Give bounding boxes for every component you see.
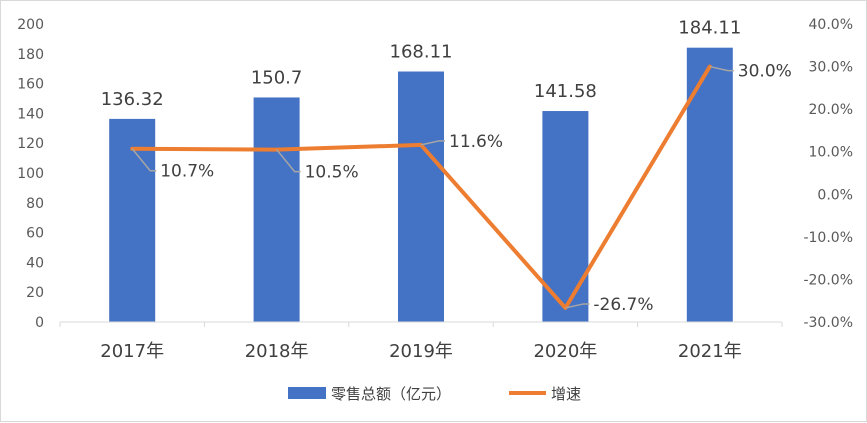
leader-line	[565, 303, 590, 309]
bar	[542, 111, 589, 322]
bar-data-label: 136.32	[101, 89, 164, 110]
growth-data-label: 11.6%	[449, 132, 503, 152]
left-tick-label: 160	[17, 77, 44, 93]
category-label: 2021年	[678, 341, 742, 362]
category-label: 2018年	[245, 341, 309, 362]
right-tick-label: -30.0%	[803, 315, 853, 331]
bar	[398, 71, 444, 322]
left-y-axis: 0 20 40 60 80 100 120 140 160 180 200	[17, 17, 44, 331]
left-tick-label: 140	[17, 106, 44, 122]
bar-data-label: 168.11	[390, 42, 453, 63]
category-label: 2020年	[533, 341, 597, 362]
left-tick-label: 20	[26, 285, 44, 301]
left-tick-label: 60	[26, 226, 44, 242]
leader-line	[420, 140, 445, 146]
right-tick-label: 30.0%	[809, 60, 853, 76]
leader-line	[131, 148, 157, 172]
left-tick-label: 40	[26, 255, 44, 271]
right-tick-label: 0.0%	[817, 187, 853, 203]
right-tick-label: -10.0%	[803, 230, 853, 246]
leader-line	[276, 149, 301, 173]
growth-data-label: 30.0%	[738, 62, 792, 82]
legend-bar-label: 零售总额（亿元）	[331, 385, 451, 403]
category-label: 2017年	[100, 341, 164, 362]
bar-data-label: 150.7	[251, 67, 303, 88]
left-tick-label: 0	[35, 315, 44, 331]
left-tick-label: 100	[17, 166, 44, 182]
bar-data-label: 141.58	[534, 81, 597, 102]
left-tick-label: 180	[17, 47, 44, 63]
x-axis: 2017年 2018年 2019年 2020年 2021年	[59, 321, 783, 362]
leader-line	[709, 65, 734, 72]
bar	[109, 118, 156, 322]
right-y-axis: -30.0% -20.0% -10.0% 0.0% 10.0% 20.0% 30.0% 40.…	[803, 17, 853, 331]
bar	[686, 47, 733, 323]
bar-series: 136.32 150.7 168.11 141.58 184.11	[101, 18, 741, 323]
growth-data-label: 10.7%	[160, 162, 214, 182]
left-tick-label: 80	[26, 196, 44, 212]
growth-data-label: 10.5%	[305, 163, 359, 183]
category-label: 2019年	[389, 341, 453, 362]
bar-data-label: 184.11	[678, 18, 741, 39]
legend-bar-swatch	[288, 387, 326, 399]
legend-line-label: 增速	[551, 385, 581, 403]
right-tick-label: 10.0%	[809, 145, 853, 161]
growth-data-label: -26.7%	[593, 295, 653, 315]
line-series: 10.7% 10.5% 11.6% -26.7% 30.0%	[130, 62, 792, 315]
left-tick-label: 120	[17, 136, 44, 152]
left-tick-label: 200	[17, 17, 44, 33]
right-tick-label: -20.0%	[803, 272, 853, 288]
right-tick-label: 40.0%	[809, 17, 853, 33]
legend: 零售总额（亿元） 增速	[288, 385, 581, 403]
bar	[253, 97, 300, 322]
right-tick-label: 20.0%	[809, 102, 853, 118]
